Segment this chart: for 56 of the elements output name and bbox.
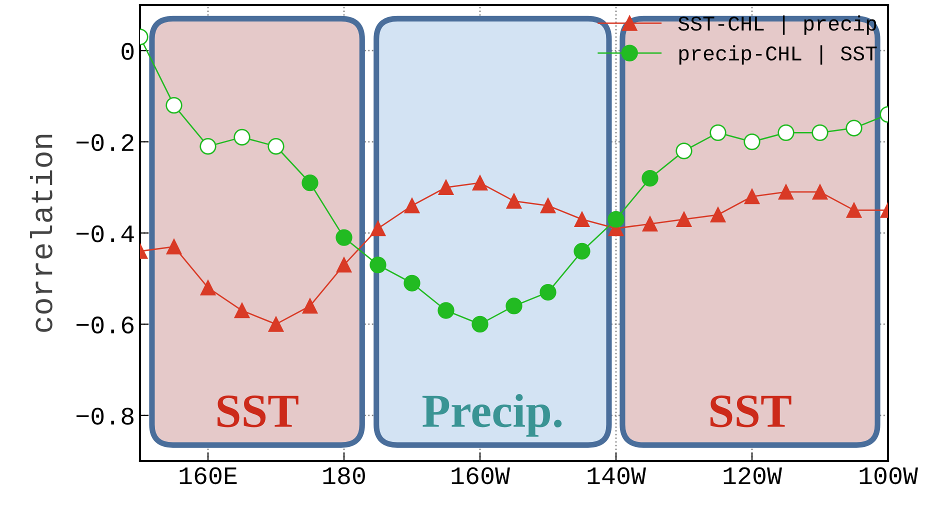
point [234, 128, 250, 146]
point [166, 96, 182, 114]
annotation: Precip. [422, 394, 562, 437]
point [540, 198, 556, 214]
point [812, 184, 828, 200]
point [642, 170, 658, 187]
x-tick-label: 120W [724, 467, 782, 484]
point [336, 257, 352, 273]
point [710, 207, 726, 222]
point [778, 184, 794, 200]
point [370, 220, 386, 236]
point [506, 193, 522, 209]
point [302, 298, 318, 314]
y-tick-label: −0.2 [76, 134, 134, 152]
point [642, 216, 658, 232]
point [608, 210, 624, 228]
point [676, 142, 692, 160]
point [200, 138, 216, 155]
point [744, 188, 760, 204]
y-tick-label: 0 [122, 42, 134, 60]
point [540, 284, 556, 301]
y-tick-label: −0.4 [76, 225, 134, 242]
point [676, 212, 692, 227]
point [404, 274, 420, 292]
point [778, 124, 794, 142]
x-tick-label: 100W [860, 467, 918, 484]
point [200, 280, 216, 296]
point [438, 302, 454, 319]
point [574, 212, 590, 227]
point [370, 256, 386, 274]
point [472, 175, 488, 190]
point [710, 124, 726, 142]
x-tick-label: 180 [323, 467, 365, 484]
annotation: SST [218, 395, 298, 428]
point [302, 174, 318, 192]
point [404, 198, 420, 214]
point [574, 242, 590, 260]
annotation: SST [710, 395, 792, 428]
point [438, 180, 454, 196]
point [234, 302, 250, 318]
point [846, 120, 862, 136]
point [846, 202, 862, 218]
point [268, 138, 284, 155]
y-tick-label: −0.8 [76, 408, 134, 425]
y-tick-label: −0.6 [76, 316, 134, 334]
point [506, 298, 522, 314]
point [336, 229, 352, 246]
point [166, 239, 182, 254]
point [744, 133, 760, 150]
x-tick-label: 140W [588, 467, 646, 484]
point [812, 124, 828, 142]
point [472, 316, 488, 333]
x-tick-label: 160E [180, 467, 237, 484]
point [268, 316, 284, 332]
y-axis-title: correlation [30, 134, 52, 332]
x-tick-label: 160W [452, 467, 510, 484]
